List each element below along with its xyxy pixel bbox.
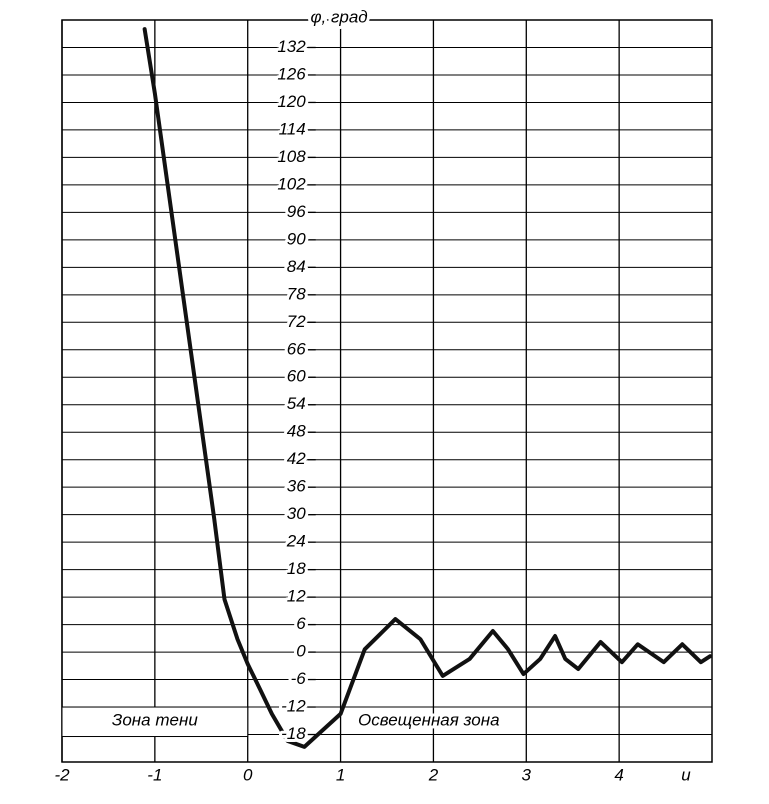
y-tick-label: 120 xyxy=(277,92,306,111)
y-tick-label: 42 xyxy=(287,449,306,468)
y-tick-label: 66 xyxy=(287,339,306,358)
y-tick-label: 30 xyxy=(287,504,306,523)
annotation: Освещенная зона xyxy=(358,710,500,729)
y-tick-label: 102 xyxy=(277,174,306,193)
y-tick-label: -12 xyxy=(281,697,306,716)
y-axis-label: φ, град xyxy=(310,7,367,26)
y-tick-label: 90 xyxy=(287,229,306,248)
y-tick-label: 6 xyxy=(296,614,306,633)
y-tick-label: -18 xyxy=(281,724,306,743)
y-tick-label: 18 xyxy=(287,559,306,578)
y-tick-label: -6 xyxy=(291,669,307,688)
y-tick-label: 54 xyxy=(287,394,306,413)
y-tick-label: 0 xyxy=(296,642,306,661)
y-tick-label: 114 xyxy=(279,119,306,138)
y-tick-label: 84 xyxy=(287,257,306,276)
annotation: Зона тени xyxy=(112,710,198,729)
y-tick-label: 108 xyxy=(277,147,306,166)
annotation-box xyxy=(61,706,249,738)
grid xyxy=(61,20,712,762)
label-layer: -2 -1 0 1 2 3 4 u-18-12-60612182430364248546066… xyxy=(54,4,691,784)
y-tick-label: 48 xyxy=(287,422,306,441)
y-tick-label: 132 xyxy=(277,37,306,56)
y-tick-label: 126 xyxy=(277,64,306,83)
x-tick-label: 2 xyxy=(428,765,439,784)
y-tick-label: 96 xyxy=(287,202,306,221)
data-line xyxy=(142,27,713,749)
y-tick-label: 60 xyxy=(287,367,306,386)
y-tick-label: 24 xyxy=(286,532,306,551)
y-tick-label: 72 xyxy=(287,312,306,331)
x-tick-label: -1 xyxy=(147,765,162,784)
x-tick-label: 3 xyxy=(522,765,532,784)
y-tick-label: 12 xyxy=(287,587,306,606)
x-tick-label: 4 xyxy=(614,765,623,784)
x-axis-label: u xyxy=(681,765,691,784)
y-tick-label: 36 xyxy=(287,477,306,496)
x-tick-label: 0 xyxy=(243,765,253,784)
y-tick-label: 78 xyxy=(287,284,306,303)
x-tick-label: -2 xyxy=(54,765,70,784)
x-tick-label: 1 xyxy=(336,765,345,784)
curve-layer xyxy=(142,27,713,749)
